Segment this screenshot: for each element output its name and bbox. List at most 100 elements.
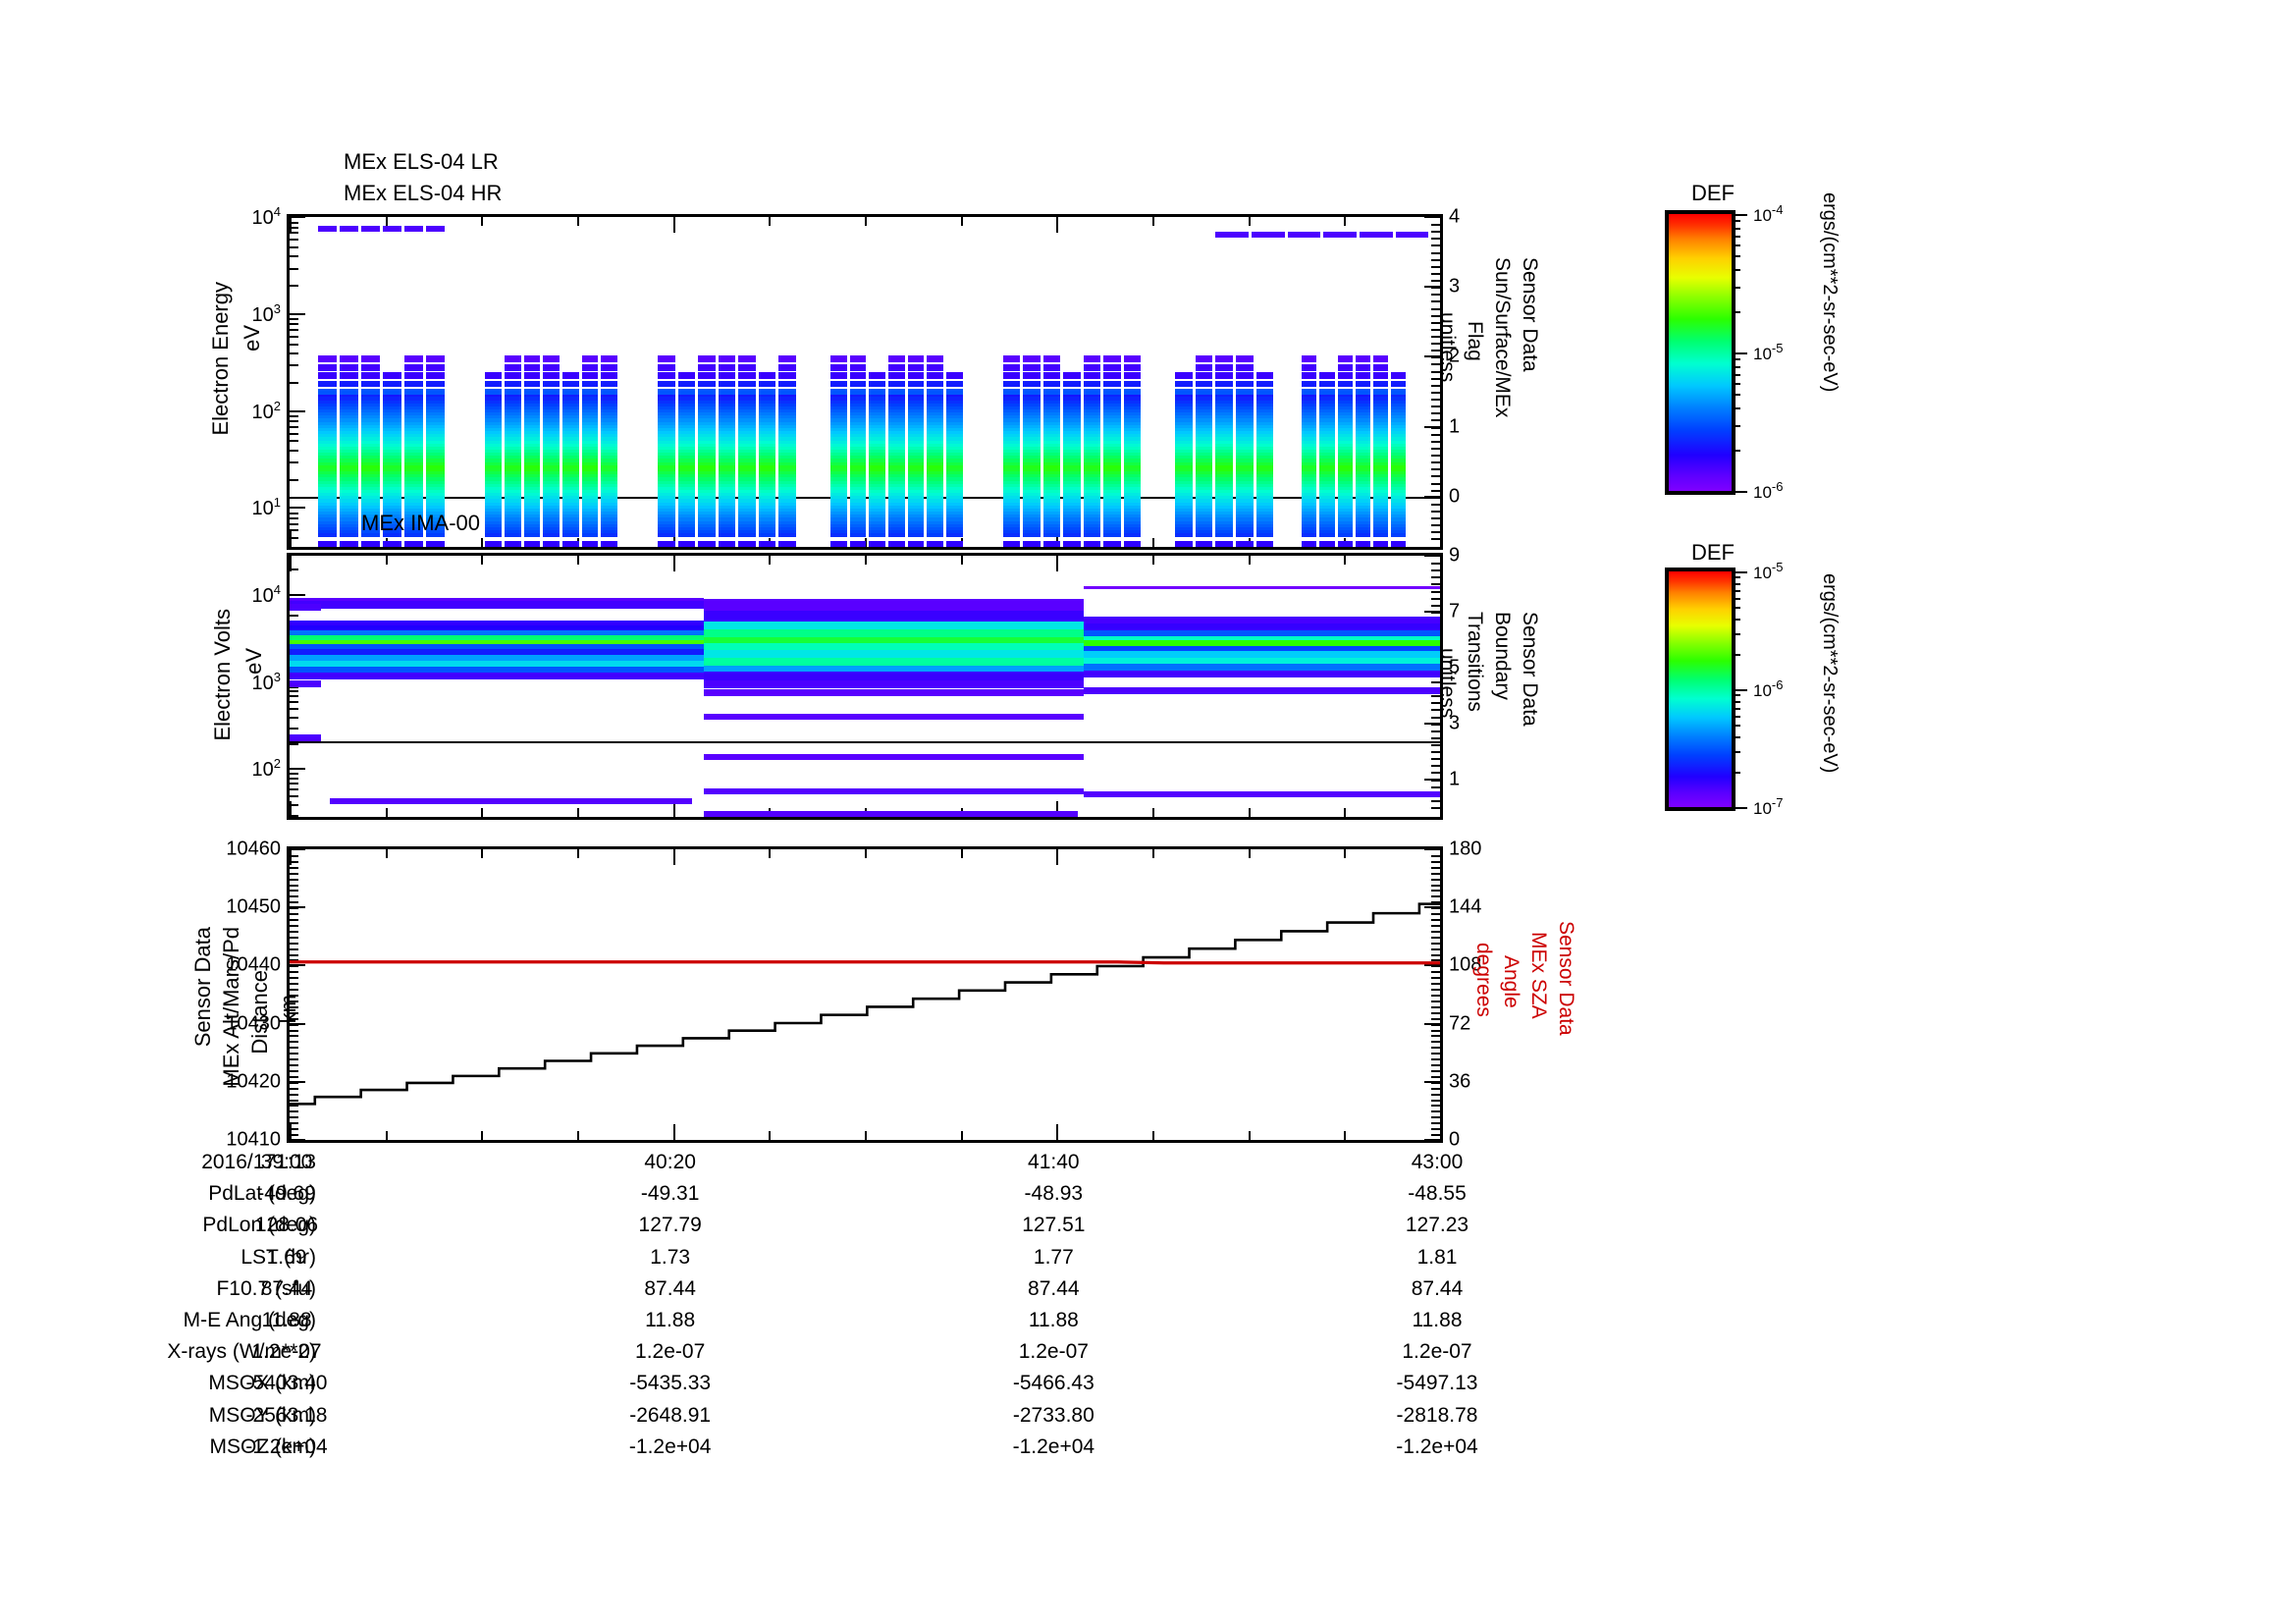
els-spectra-cell — [581, 437, 599, 442]
els-spectra-cell-upper — [778, 388, 796, 395]
els-spectra-cell — [849, 512, 867, 516]
ima-spectra-band — [290, 630, 704, 638]
els-spectra-cell — [1337, 477, 1353, 482]
els-spectra-cell — [504, 502, 521, 507]
sza-ytick-minor — [1431, 930, 1440, 933]
els-spectra-cell — [1123, 453, 1142, 458]
els-spectra-cell — [829, 421, 847, 426]
els-spectra-cell — [1355, 499, 1370, 504]
els-spectra-cell — [543, 415, 560, 420]
els-spectra-cell — [1002, 512, 1021, 516]
els-spectra-cell — [849, 397, 867, 402]
els-spectra-cell — [581, 505, 599, 511]
els-spectra-cell — [361, 394, 381, 399]
els-spectra-cell — [340, 477, 359, 482]
els-spectra-cell — [1215, 434, 1233, 439]
els-spectra-cell-upper — [523, 355, 541, 363]
els-spectra-cell — [361, 412, 381, 417]
els-ytick-right-minor — [1431, 231, 1440, 234]
els-spectra-cell — [1302, 514, 1317, 519]
els-spectra-cell — [829, 529, 847, 535]
els-spectra-cell — [758, 456, 776, 460]
els-spectra-cell — [869, 502, 885, 507]
els-spectra-cell — [1319, 483, 1335, 488]
els-spectra-cell — [1302, 456, 1317, 460]
els-spectra-cell — [601, 424, 617, 430]
els-spectra-cell — [1319, 477, 1335, 482]
els-spectra-cell — [849, 477, 867, 482]
els-spectra-cell — [1083, 434, 1101, 439]
els-spectra-cell — [1236, 533, 1254, 538]
els-spectra-cell — [1063, 505, 1081, 511]
els-spectra-cell — [523, 397, 541, 402]
els-spectra-cell — [504, 437, 521, 442]
els-spectra-cell — [543, 418, 560, 423]
els-spectra-cell — [1390, 523, 1406, 528]
els-ytick-minor — [290, 425, 298, 428]
els-spectra-cell-lower — [698, 540, 716, 547]
els-spectra-cell — [1255, 489, 1274, 495]
els-spectra-cell — [581, 502, 599, 507]
ephemeris-cell: 87.44 — [644, 1276, 696, 1300]
els-spectra-cell-upper — [361, 372, 381, 380]
els-spectra-cell — [581, 508, 599, 514]
ephemeris-cell: -48.93 — [1024, 1182, 1084, 1206]
els-spectra-cell — [738, 517, 756, 522]
els-spectra-cell — [1372, 493, 1388, 498]
els-spectra-cell — [1063, 424, 1081, 430]
els-spectra-cell — [1337, 459, 1353, 463]
sza-ytick-minor — [1431, 1069, 1440, 1072]
els-spectra-cell — [907, 520, 925, 525]
els-spectra-cell — [581, 421, 599, 426]
els-spectra-cell — [543, 427, 560, 433]
colorbar-2-tick-major — [1732, 689, 1747, 691]
els-spectra-cell — [698, 529, 716, 535]
els-spectra-cell — [1236, 409, 1254, 414]
els-spectra-cell-upper — [404, 364, 424, 372]
els-spectra-cell — [1175, 529, 1193, 535]
els-spectra-cell — [1023, 514, 1041, 519]
els-ytick-minor — [290, 440, 298, 443]
els-spectra-cell — [383, 474, 402, 479]
alt-ytick-label: 10410 — [226, 1128, 281, 1151]
els-spectra-cell — [404, 505, 424, 511]
els-spectra-cell-upper — [927, 364, 943, 372]
els-spectra-cell-upper — [1063, 380, 1081, 387]
els-spectra-cell-upper — [698, 372, 716, 380]
els-spectra-cell — [658, 520, 675, 525]
els-spectra-cell-upper — [945, 380, 963, 387]
els-spectra-cell-lower — [404, 540, 424, 547]
ephemeris-row-label: MSOZ (km) — [209, 1434, 316, 1458]
els-spectra-cell — [1042, 483, 1061, 488]
els-spectra-cell — [523, 461, 541, 466]
els-spectra-cell — [829, 489, 847, 495]
els-spectra-cell — [829, 464, 847, 470]
els-spectra-cell-upper — [1103, 388, 1121, 395]
els-spectra-cell — [778, 400, 796, 405]
els-spectra-cell — [1063, 456, 1081, 460]
els-spectra-cell — [778, 523, 796, 528]
els-spectra-cell — [1023, 459, 1041, 463]
els-spectra-cell — [581, 514, 599, 519]
els-spectra-cell — [1123, 424, 1142, 430]
els-spectra-cell — [504, 486, 521, 492]
els-spectra-cell — [778, 505, 796, 511]
els-spectra-cell — [1302, 496, 1317, 501]
colorbar-2-tick-minor — [1732, 589, 1740, 592]
ima-spectra-band — [290, 673, 704, 680]
els-spectra-cell — [1355, 508, 1370, 514]
els-spectra-cell — [718, 474, 736, 479]
els-spectra-cell — [1063, 409, 1081, 414]
els-spectra-cell — [383, 409, 402, 414]
els-spectra-cell — [829, 505, 847, 511]
ephemeris-cell: -2648.91 — [629, 1403, 712, 1427]
els-spectra-cell — [340, 456, 359, 460]
els-spectra-cell — [404, 431, 424, 436]
els-spectra-cell — [1063, 496, 1081, 501]
els-spectra-cell — [758, 406, 776, 411]
els-spectra-cell — [561, 508, 579, 514]
els-spectra-cell — [601, 517, 617, 522]
els-spectra-cell — [581, 493, 599, 498]
els-spectra-cell — [426, 440, 446, 445]
els-spectra-cell — [907, 449, 925, 455]
